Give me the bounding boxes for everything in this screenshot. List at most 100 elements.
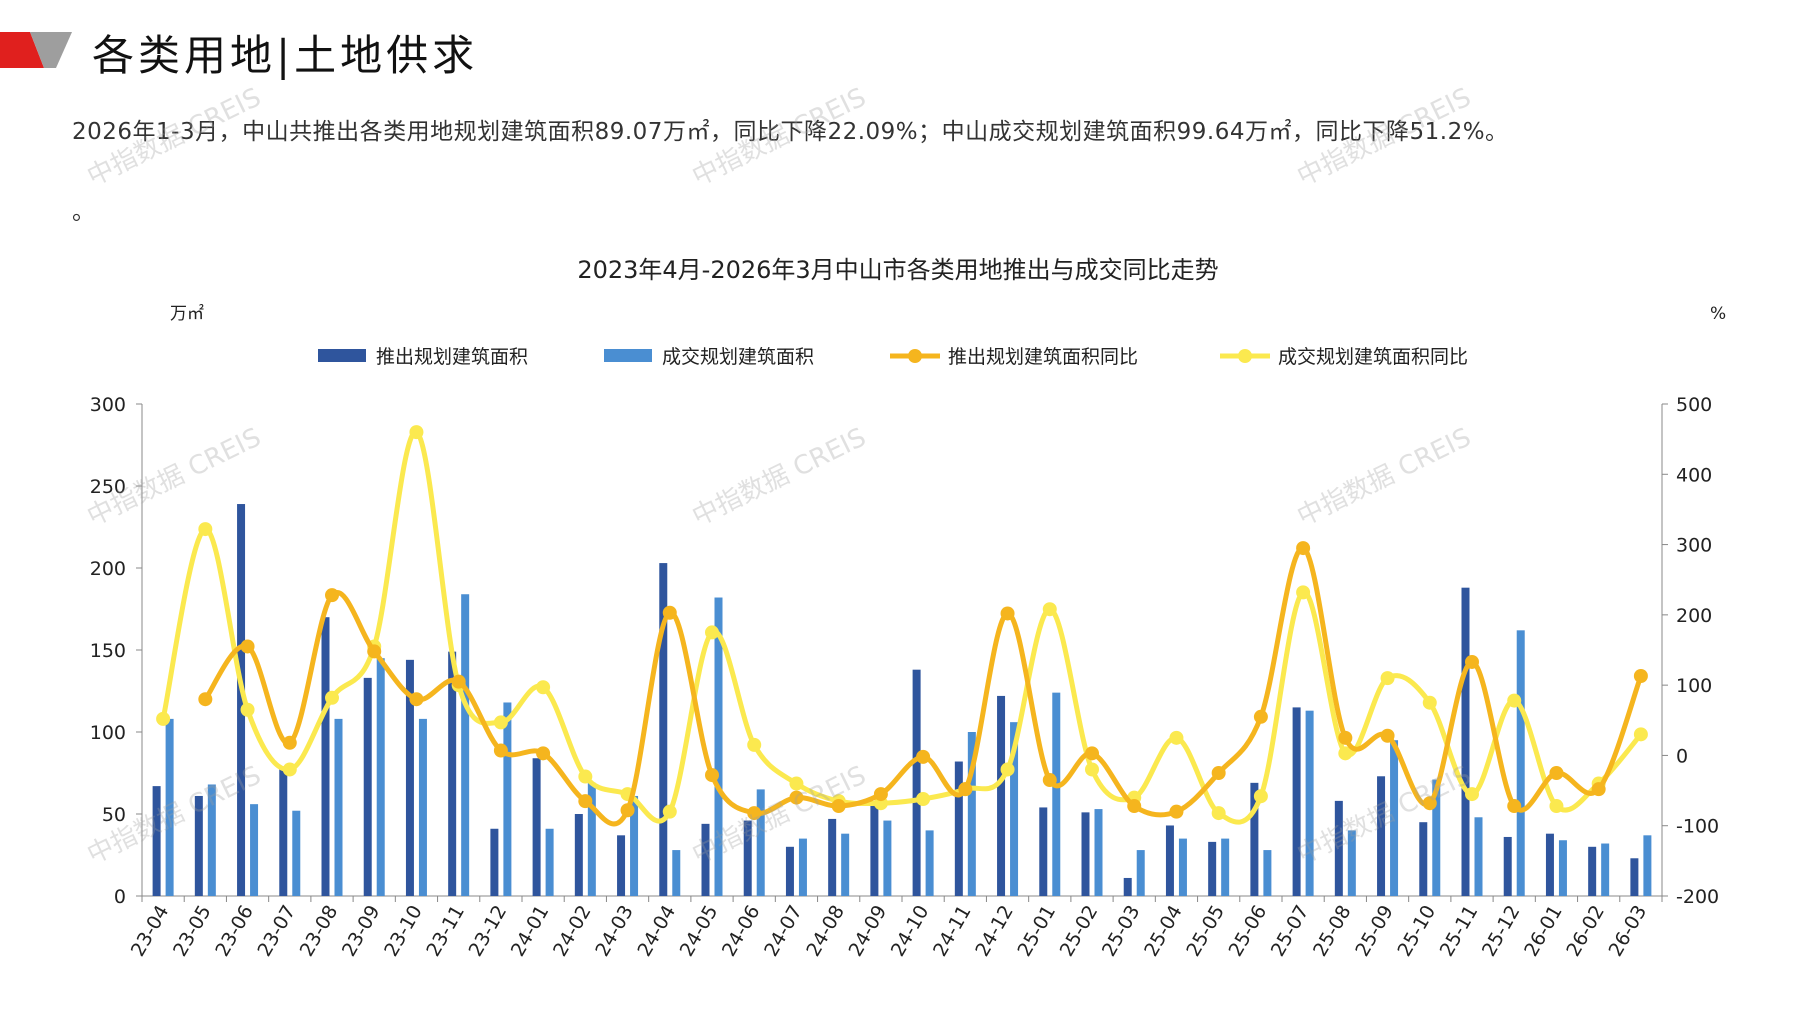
x-tick-label: 25-05	[1182, 902, 1229, 961]
x-tick-label: 25-03	[1098, 902, 1145, 961]
x-tick-label: 25-06	[1225, 902, 1272, 961]
supply-yoy-point	[1422, 796, 1437, 811]
deal-yoy-point	[409, 425, 424, 440]
y-tick-label: 100	[90, 722, 126, 744]
x-tick-label: 25-09	[1351, 902, 1398, 961]
deal-yoy-point	[282, 762, 297, 777]
x-tick-label: 23-04	[127, 902, 174, 961]
deal-yoy-point	[156, 711, 171, 726]
deal-yoy-point	[536, 680, 551, 695]
supply-bar	[785, 846, 794, 896]
land-supply-deal-chart: 2023年4月-2026年3月中山市各类用地推出与成交同比走势 万㎡ % 推出规…	[90, 256, 1726, 961]
deal-yoy-point	[705, 625, 719, 640]
deal-bar	[925, 830, 934, 896]
x-tick-label: 25-04	[1140, 902, 1187, 961]
x-tick-label: 24-07	[760, 902, 807, 961]
x-tick-label: 24-11	[929, 901, 976, 960]
supply-bar	[1081, 812, 1090, 896]
deal-bar	[292, 810, 301, 896]
legend-label: 成交规划建筑面积	[662, 346, 814, 368]
supply-yoy-point	[1042, 773, 1057, 788]
x-tick-label: 25-07	[1267, 902, 1314, 961]
brand-logo-icon	[0, 32, 72, 68]
x-tick-label: 23-05	[169, 902, 216, 961]
deal-yoy-point	[1000, 762, 1015, 777]
legend-swatch	[604, 349, 652, 362]
supply-bar	[1165, 825, 1174, 896]
x-tick-label: 24-04	[633, 902, 680, 961]
supply-bar	[237, 504, 246, 896]
deal-bar	[1390, 740, 1399, 896]
supply-yoy-point	[958, 782, 973, 797]
supply-yoy-point	[367, 644, 382, 659]
deal-bar	[1263, 850, 1272, 896]
y2-tick-label: 0	[1676, 745, 1688, 767]
x-tick-label: 24-08	[802, 902, 849, 961]
deal-yoy-point	[493, 715, 508, 730]
supply-bar	[1588, 846, 1597, 896]
supply-yoy-point	[705, 768, 719, 783]
legend-label: 推出规划建筑面积同比	[948, 346, 1138, 368]
supply-bar	[743, 820, 752, 896]
deal-bar	[545, 828, 554, 896]
supply-bar	[997, 695, 1006, 896]
supply-yoy-point	[747, 806, 762, 821]
supply-yoy-point	[1465, 654, 1479, 669]
supply-bar	[279, 766, 288, 896]
supply-bar	[321, 617, 330, 896]
supply-bar	[1545, 833, 1554, 896]
deal-yoy-point	[1549, 799, 1564, 814]
deal-bar	[1432, 779, 1441, 896]
deal-bar	[841, 833, 850, 896]
y2-tick-label: 100	[1676, 675, 1712, 697]
x-tick-label: 25-12	[1478, 902, 1525, 961]
supply-bar	[1461, 587, 1470, 896]
x-tick-label: 24-03	[591, 902, 638, 961]
supply-yoy-point	[662, 605, 677, 620]
deal-yoy-point	[916, 792, 931, 807]
x-tick-label: 23-09	[338, 902, 385, 961]
x-tick-label: 25-01	[1013, 902, 1060, 961]
supply-yoy-point	[1591, 782, 1606, 797]
y2-tick-label: 200	[1676, 605, 1712, 627]
deal-bar	[1305, 710, 1314, 896]
x-tick-label: 25-02	[1056, 902, 1103, 961]
x-tick-label: 26-03	[1605, 902, 1652, 961]
deal-yoy-point	[240, 702, 255, 717]
supply-yoy-point	[325, 588, 339, 603]
supply-bar	[490, 828, 499, 896]
deal-bar	[883, 820, 892, 896]
deal-bar	[967, 732, 976, 896]
deal-yoy-point	[1085, 762, 1099, 777]
x-tick-label: 25-11	[1436, 902, 1483, 961]
deal-bar	[418, 718, 427, 896]
supply-yoy-point	[451, 674, 466, 689]
supply-bar	[828, 818, 837, 896]
supply-bar	[1208, 841, 1217, 896]
y-tick-label: 150	[90, 640, 126, 662]
x-tick-label: 24-06	[718, 902, 765, 961]
x-tick-label: 23-10	[380, 902, 427, 961]
supply-bar	[1377, 776, 1386, 896]
chart-container: 2023年4月-2026年3月中山市各类用地推出与成交同比走势 万㎡ % 推出规…	[0, 240, 1797, 1010]
x-tick-label: 23-08	[296, 902, 343, 961]
supply-yoy-point	[789, 790, 804, 805]
deal-bar	[1601, 843, 1610, 896]
deal-bar	[1010, 722, 1019, 896]
x-tick-label: 25-08	[1309, 902, 1356, 961]
deal-bar	[1558, 840, 1567, 896]
y2-tick-label: 400	[1676, 464, 1712, 486]
logo-red-shape	[0, 32, 44, 68]
supply-yoy-point	[198, 692, 213, 707]
deal-yoy-point	[325, 690, 339, 705]
supply-yoy-point	[620, 803, 635, 818]
deal-bar	[250, 804, 259, 896]
chart-axes: 0 50 100 150 200 250 300 -200 -100 0 100 200 300 400 5…	[90, 394, 1719, 908]
line-series-group	[156, 425, 1648, 827]
supply-yoy-point	[536, 746, 551, 761]
deal-yoy-point	[1633, 727, 1648, 742]
supply-bar	[912, 669, 921, 896]
legend-marker	[908, 349, 922, 363]
deal-yoy-point	[1169, 730, 1184, 745]
supply-bar	[1334, 800, 1343, 896]
